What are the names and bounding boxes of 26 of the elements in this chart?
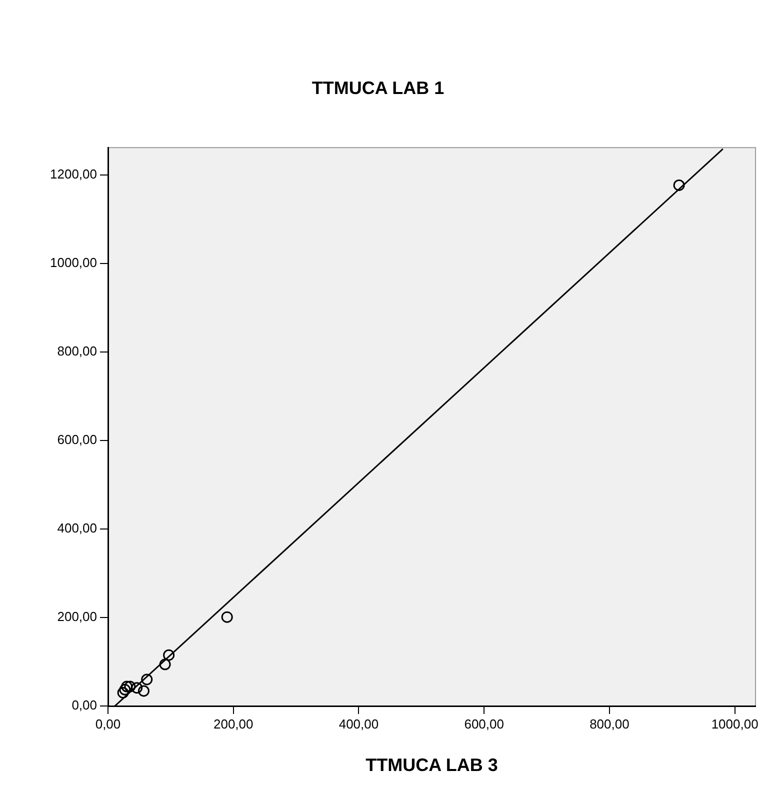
y-tick-label: 0,00 — [72, 698, 97, 713]
point — [673, 179, 685, 191]
point — [221, 611, 233, 623]
point — [119, 684, 131, 696]
point — [159, 658, 171, 670]
point — [121, 680, 133, 692]
point — [117, 686, 129, 698]
point — [124, 680, 136, 692]
chart-title: TTMUCA LAB 1 — [312, 78, 444, 98]
x-tick-label: 800,00 — [590, 716, 630, 732]
point — [163, 649, 175, 661]
x-tick-label: 0,00 — [95, 716, 121, 732]
y-tick-label: 400,00 — [57, 520, 97, 536]
x-tick-label: 1000,00 — [711, 716, 758, 732]
point — [131, 682, 143, 694]
x-axis-title: TTMUCA LAB 3 — [366, 755, 498, 776]
x-tick-label: 600,00 — [464, 716, 504, 732]
y-tick-label: 1000,00 — [50, 255, 97, 270]
x-tick-label: 400,00 — [338, 716, 379, 732]
point — [138, 685, 150, 697]
y-tick-label: 1200,00 — [50, 166, 97, 182]
y-tick-label: 200,00 — [57, 609, 97, 624]
x-tick-label: 200,00 — [213, 716, 254, 732]
point — [141, 674, 153, 686]
y-tick-label: 800,00 — [57, 344, 97, 359]
y-tick-label: 600,00 — [57, 432, 97, 448]
